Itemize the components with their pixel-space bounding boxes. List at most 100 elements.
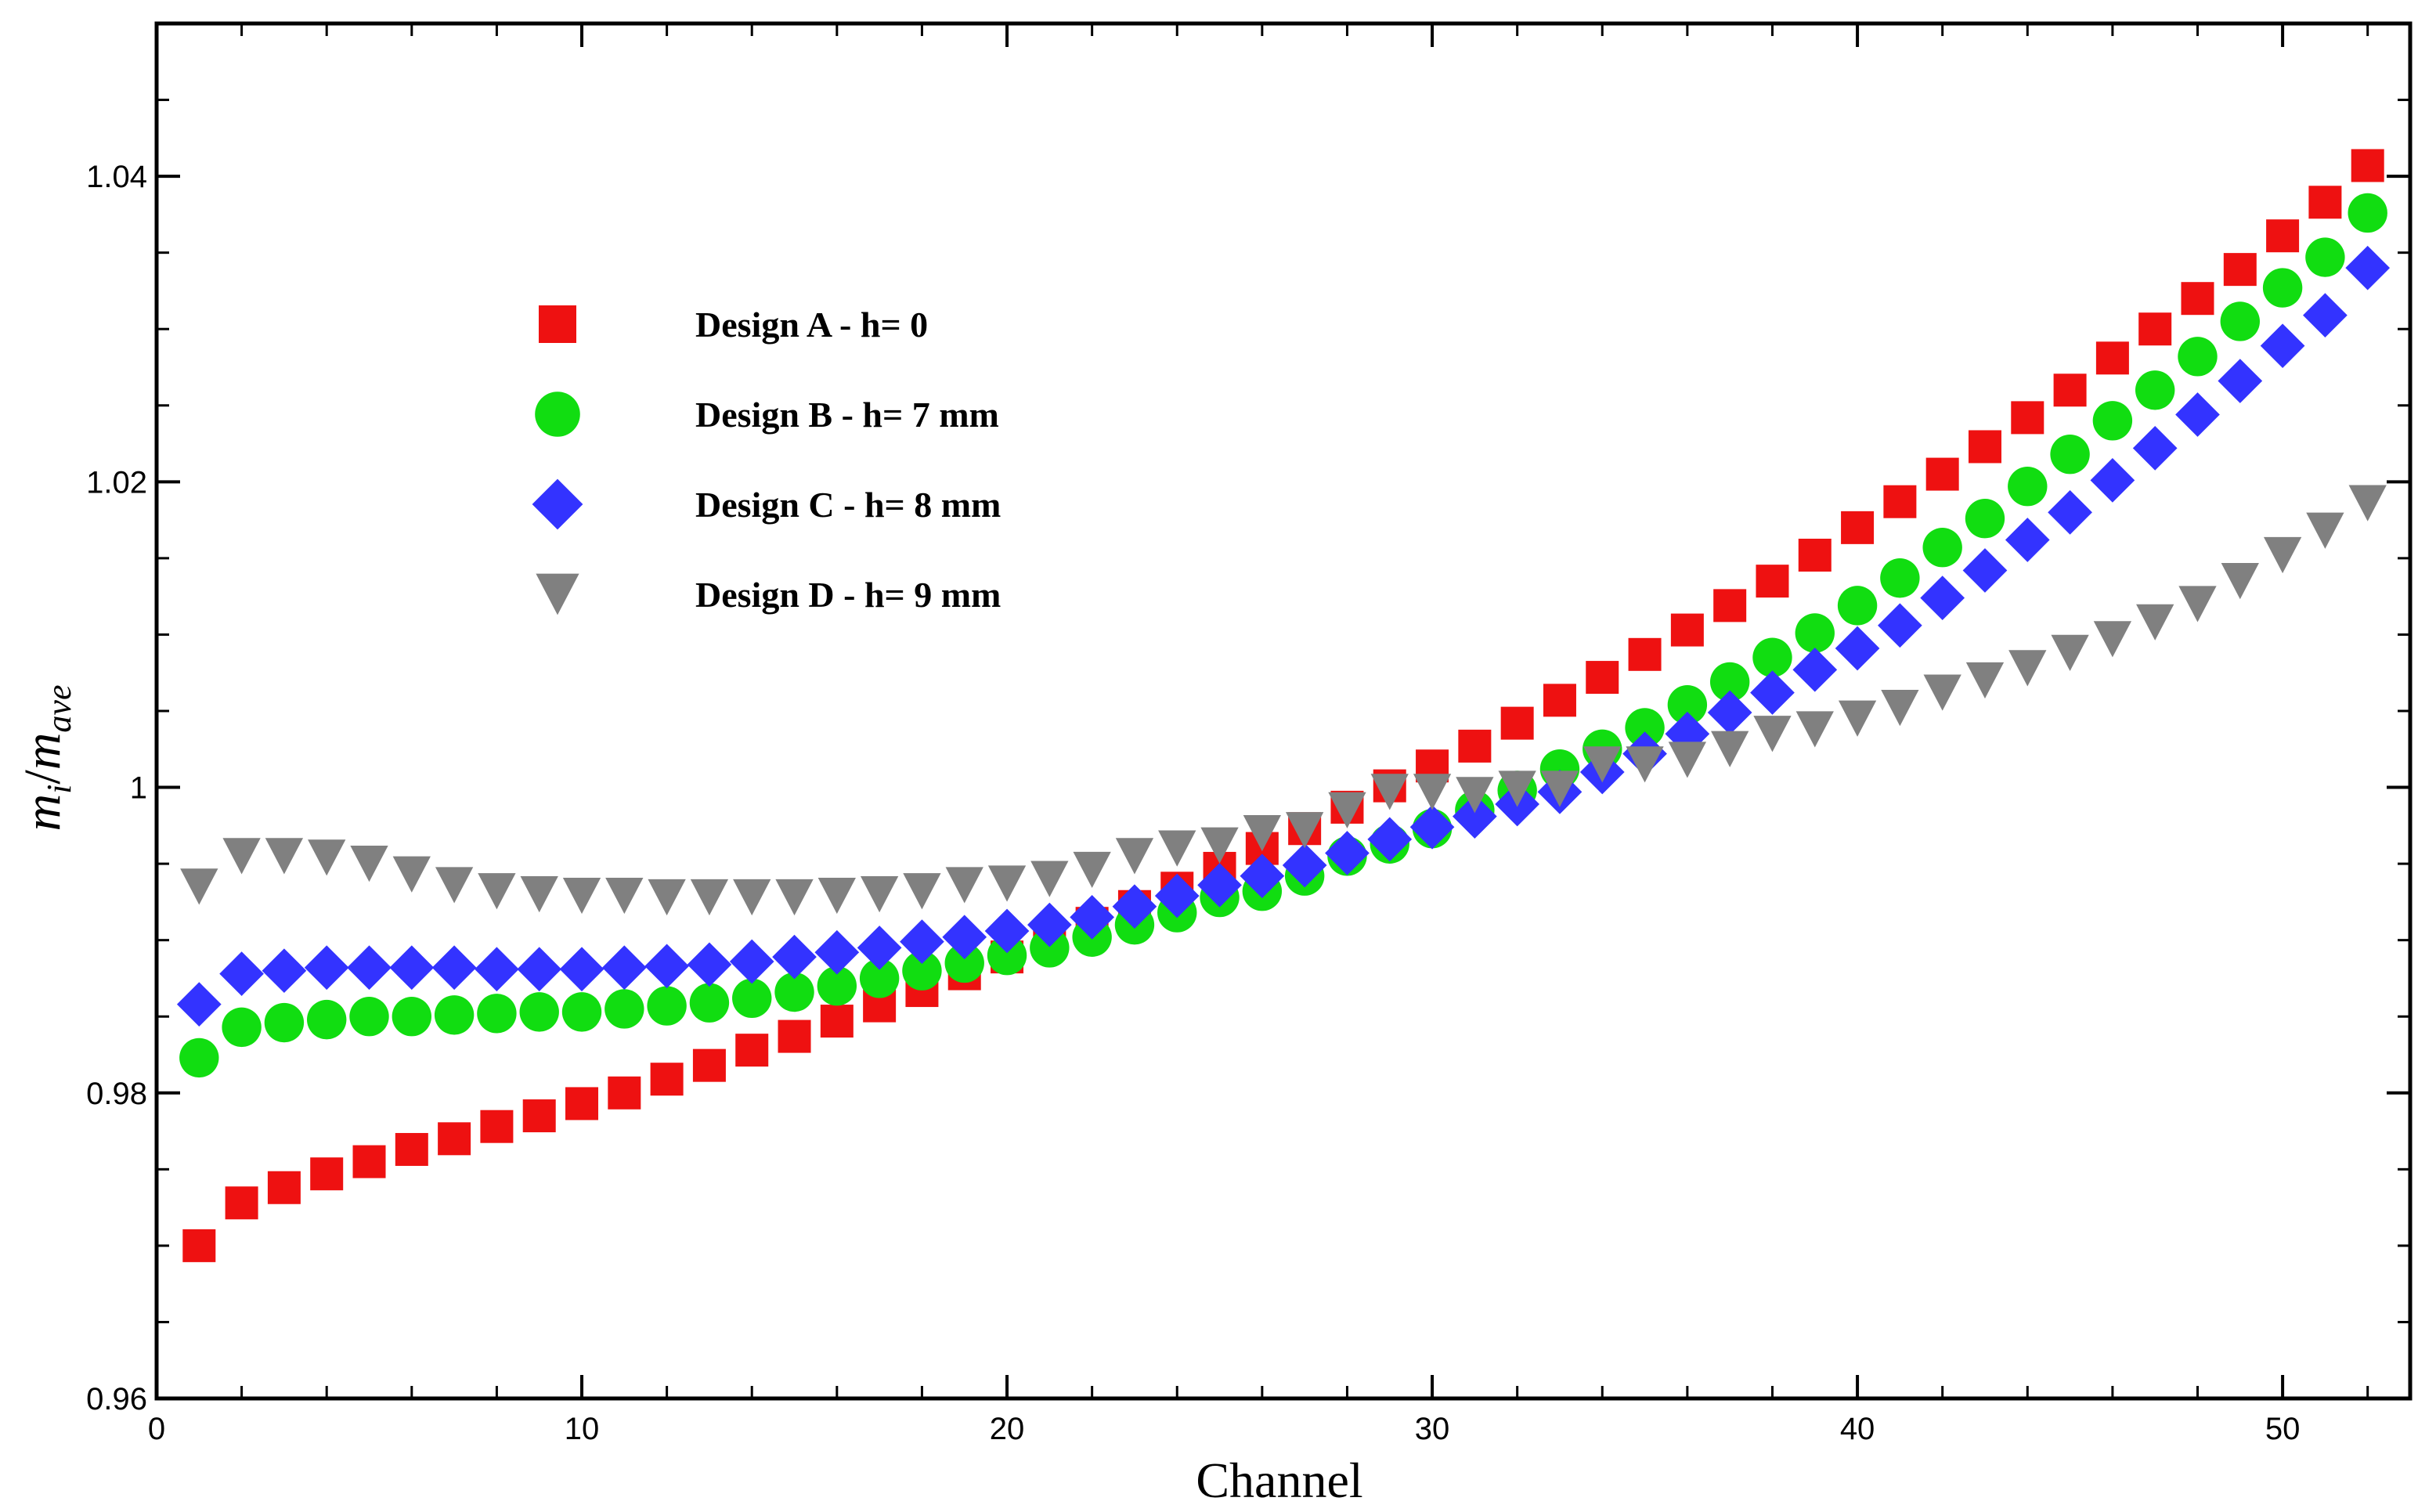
series-2-point xyxy=(601,945,647,991)
series-0-point xyxy=(650,1063,684,1096)
series-3-point xyxy=(2178,586,2217,622)
series-3-point xyxy=(733,879,771,916)
series-0-point xyxy=(820,1005,854,1038)
series-3-point xyxy=(265,838,304,875)
series-2-point xyxy=(1282,843,1327,888)
series-3-point xyxy=(1030,861,1069,897)
series-0-point xyxy=(2223,253,2257,287)
series-3-point xyxy=(690,879,729,916)
series-2-point xyxy=(1325,831,1370,875)
series-1-point xyxy=(902,951,942,991)
series-2-point xyxy=(2132,426,2178,471)
series-0-point xyxy=(2011,401,2044,435)
series-3-point xyxy=(2136,604,2174,641)
series-1-point xyxy=(2178,337,2218,377)
series-3-point xyxy=(1838,700,1877,737)
y-axis-title-sub2: ave xyxy=(40,685,78,733)
y-tick-label: 1 xyxy=(130,771,147,806)
series-1-point xyxy=(307,999,347,1040)
series-0-point xyxy=(480,1110,514,1143)
series-0-point xyxy=(225,1186,258,1220)
series-1-point xyxy=(1795,613,1835,653)
series-2-point xyxy=(1707,690,1752,735)
legend-label-1: Design B - h= 7 mm xyxy=(695,395,999,435)
series-1-point xyxy=(2008,466,2048,507)
series-2 xyxy=(176,245,2391,1027)
x-tick-label: 20 xyxy=(990,1412,1025,1446)
series-3-point xyxy=(1753,716,1792,752)
series-2-point xyxy=(347,945,392,991)
series-1-point xyxy=(1837,586,1878,626)
series-3-point xyxy=(1881,689,1919,727)
series-0-point xyxy=(352,1145,386,1178)
series-3-point xyxy=(987,865,1027,902)
series-3-point xyxy=(1243,814,1281,852)
legend-marker-2 xyxy=(532,478,583,530)
series-0-point xyxy=(1883,485,1917,518)
series-1-point xyxy=(1880,558,1920,598)
series-0-point xyxy=(2053,373,2087,407)
series-1-point xyxy=(2348,193,2387,233)
series-2-point xyxy=(900,919,944,964)
series-1-point xyxy=(987,935,1027,976)
series-1-point xyxy=(817,966,857,1006)
series-3-point xyxy=(1711,731,1749,767)
series-2-point xyxy=(2005,518,2050,562)
series-0-point xyxy=(692,1048,726,1082)
series-1-point xyxy=(477,994,517,1034)
series-1-point xyxy=(2305,237,2345,277)
series-0-point xyxy=(1628,637,1662,671)
y-tick-label: 1.04 xyxy=(86,160,147,194)
legend-marker-1 xyxy=(535,392,580,437)
series-3-point xyxy=(2306,512,2344,549)
series-3-point xyxy=(1370,774,1409,810)
series-0-point xyxy=(1458,729,1492,763)
series-0-point xyxy=(2308,186,2342,219)
series-3-point xyxy=(2008,650,2047,687)
series-3-point xyxy=(1158,830,1196,867)
series-0-point xyxy=(1670,613,1704,647)
series-3-point xyxy=(2051,634,2089,671)
series-3-point xyxy=(1583,746,1622,783)
series-2-point xyxy=(1112,884,1157,929)
series-3-point xyxy=(1923,674,1961,711)
series-2-point xyxy=(2260,323,2305,369)
series-3-point xyxy=(1540,770,1579,807)
series-1-point xyxy=(859,958,900,998)
series-2-point xyxy=(2175,392,2220,437)
series-2-point xyxy=(1197,863,1242,908)
series-2-point xyxy=(304,945,349,991)
legend-label-0: Design A - h= 0 xyxy=(695,305,928,345)
series-2-point xyxy=(1835,626,1880,671)
series-0-point xyxy=(182,1229,216,1262)
legend: Design A - h= 0 Design B - h= 7 mm Design … xyxy=(532,305,1001,615)
series-3-point xyxy=(1328,792,1366,828)
series-1-point xyxy=(2262,268,2303,308)
series-3-point xyxy=(1073,851,1111,889)
x-tick-label: 0 xyxy=(148,1412,165,1446)
series-0-point xyxy=(1543,684,1576,717)
legend-marker-3 xyxy=(536,573,579,615)
series-0-point xyxy=(565,1087,599,1120)
series-3-point xyxy=(903,873,941,910)
series-0-point xyxy=(1968,430,2001,464)
series-1-point xyxy=(689,983,730,1023)
series-2-point xyxy=(2345,245,2391,290)
series-3-point xyxy=(775,879,814,916)
series-3-point xyxy=(860,876,899,913)
x-axis-title: Channel xyxy=(1196,1452,1362,1508)
series-2-point xyxy=(687,942,732,987)
series-0-point xyxy=(267,1171,301,1204)
series-2-point xyxy=(2048,490,2092,535)
series-2-point xyxy=(814,929,860,975)
series-0-point xyxy=(395,1132,428,1166)
series-1-point xyxy=(944,943,984,983)
series-3-point xyxy=(1795,711,1834,748)
series-0-point xyxy=(735,1034,769,1067)
series-2-point xyxy=(176,982,222,1027)
series-3-point xyxy=(648,879,686,916)
series-0-point xyxy=(2181,282,2214,316)
x-tick-label: 10 xyxy=(565,1412,600,1446)
series-3-point xyxy=(2093,621,2132,658)
series-3-point xyxy=(1286,812,1324,849)
